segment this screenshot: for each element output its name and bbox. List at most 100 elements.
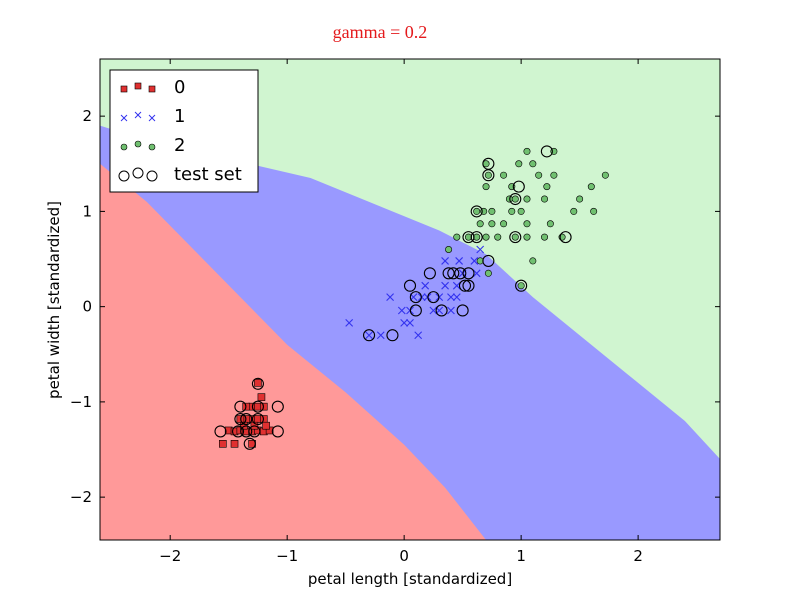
test-set-marker [470,231,483,244]
test-set-marker [423,267,436,280]
class-1-marker [376,331,385,340]
test-set-marker [482,157,495,170]
x-tick-label: −1 [276,547,298,565]
class-1-marker [476,245,485,254]
test-set-marker [403,279,417,292]
data-points [214,145,609,450]
class-1-marker [429,306,438,315]
test-set-marker [470,205,483,218]
test-set-marker [482,254,495,267]
class-1-marker [441,257,449,265]
test-set-marker [435,304,448,317]
class-2-marker [529,257,537,265]
y-tick-label: −1 [70,393,92,411]
test-set-marker [442,267,455,280]
class-2-marker [587,183,595,191]
y-tick-label: −2 [70,488,92,506]
class-2-marker [508,207,516,215]
class-1-marker [441,281,449,290]
test-set-marker [234,412,247,426]
class-2-marker [500,220,508,228]
class-2-marker [494,233,502,241]
x-tick-label: 2 [633,547,643,565]
test-set-marker [509,231,522,244]
test-set-marker [409,304,422,317]
class-2-marker [550,171,558,179]
class-2-marker [515,160,523,168]
legend-label: 1 [174,106,185,127]
class-2-marker [601,171,609,179]
plot-frame [99,58,721,541]
class-2-marker [590,207,598,215]
test-set-marker [509,192,522,206]
legend: 0 1 2 test set [109,69,259,193]
test-set-marker [456,304,469,317]
class-2-marker [529,160,537,168]
class-2-marker [500,171,508,179]
test-set-marker [251,400,264,413]
class-2-marker [484,269,492,277]
class-2-marker [511,233,519,241]
class-2-marker [517,282,525,290]
test-set-marker [234,400,247,413]
x-tick-label: 0 [399,547,409,565]
class-1-marker [447,293,455,302]
test-set-marker [231,425,245,438]
test-set-marker [454,267,467,280]
y-tick-label: 1 [82,202,92,220]
class-1-marker [400,318,409,327]
class-1-marker [452,281,461,290]
class-1-marker [345,318,354,327]
class-2-marker [543,183,551,191]
test-set-marker [559,231,572,244]
class-0-marker [262,421,270,430]
class-2-marker [445,245,453,253]
legend-entry-test-set: test set [118,164,242,185]
test-set-marker [271,400,284,413]
y-tick-label: 2 [82,107,92,125]
class-1-marker [470,257,479,265]
class-1-marker [386,293,395,302]
legend-entry-0: 0 [120,77,185,98]
legend-entry-1: 1 [120,106,185,127]
class-2-marker [453,233,461,241]
test-set-marker [214,425,227,438]
class-2-marker [541,195,549,203]
class-1-marker [421,281,430,290]
class-1-marker [414,331,423,340]
x-axis-label: petal length [standardized] [308,570,512,588]
class-1-marker [472,269,481,278]
y-tick-label: 0 [82,298,92,316]
class-2-marker [517,207,525,215]
class-1-marker [397,306,406,315]
class-2-marker [570,207,578,215]
class-2-marker [482,183,490,191]
test-set-marker [363,329,376,342]
region-class-0 [100,163,487,540]
test-set-marker [462,279,475,292]
class-0-marker [230,439,239,448]
test-set-marker [427,291,440,304]
class-2-marker [523,220,531,228]
test-set-marker [240,425,253,438]
legend-entry-2: 2 [120,135,185,156]
legend-label: 2 [174,135,185,156]
class-2-marker [484,171,492,179]
class-0-marker [219,439,227,448]
chart-title: gamma = 0.2 [333,22,428,42]
class-0-marker [254,379,262,387]
class-2-marker [523,147,531,155]
test-set-marker [540,145,553,158]
class-1-marker [406,318,414,327]
test-set-marker [240,412,253,426]
class-2-marker [488,220,496,228]
class-2-marker [576,195,584,203]
test-set-marker [386,329,399,342]
x-axis: −2 −1 0 1 2 [159,59,643,565]
test-set-marker [248,425,261,438]
class-2-marker [535,171,543,179]
x-tick-label: 1 [516,547,526,565]
class-2-marker [488,207,496,215]
legend-label: test set [174,164,242,185]
